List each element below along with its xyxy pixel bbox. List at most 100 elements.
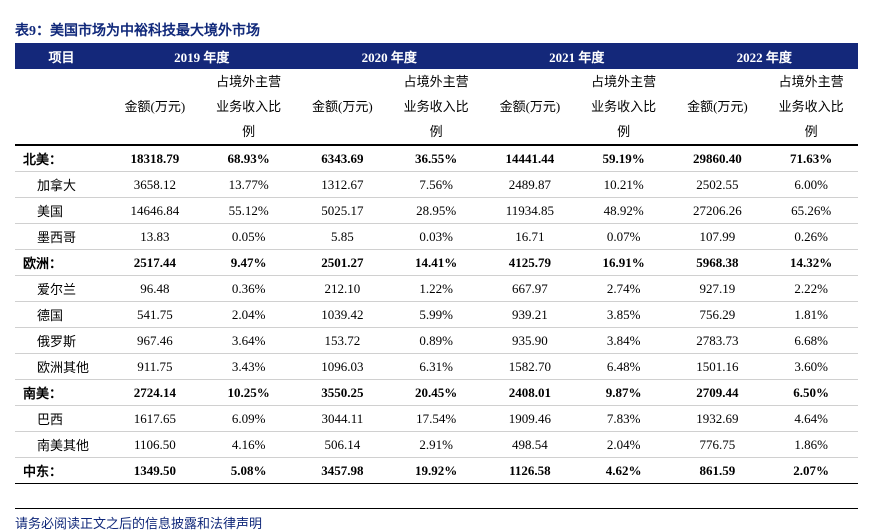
subheader-line: 例 <box>804 124 818 139</box>
subheader-line: 占境外主营 <box>778 74 844 89</box>
table-cell: 1909.46 <box>483 405 577 432</box>
table-cell: 48.92% <box>576 197 671 224</box>
page: {"title":"表9：美国市场为中裕科技最大境外市场", "header":… <box>15 24 859 531</box>
table-cell: 861.59 <box>670 457 765 484</box>
table-cell: 欧洲： <box>15 249 108 276</box>
table-title: 表9：美国市场为中裕科技最大境外市场 <box>15 24 260 39</box>
table-cell: 1617.65 <box>108 405 202 432</box>
table-cell: 212.10 <box>295 275 390 302</box>
table-cell: 2.04% <box>576 431 671 458</box>
table-cell: 5.85 <box>295 223 390 250</box>
table-cell: 9.47% <box>201 249 296 276</box>
subheader-line: 业务收入比 <box>778 99 844 114</box>
table-row: 中东： 1349.50 5.08% 3457.98 19.92% 1126.58 4.62%… <box>15 457 859 484</box>
table-cell: 6.50% <box>764 379 859 406</box>
subheader-line: 例 <box>242 124 256 139</box>
table-cell: 2489.87 <box>483 171 577 198</box>
table-cell: 2501.27 <box>295 249 390 276</box>
table-cell: 17.54% <box>389 405 484 432</box>
table-cell: 1349.50 <box>108 457 202 484</box>
table-cell: 北美： <box>15 144 108 172</box>
table-cell: 3.84% <box>576 327 671 354</box>
table-cell: 2408.01 <box>483 379 577 406</box>
header-cell: 2021 年度 <box>483 43 671 69</box>
table-cell: 2.07% <box>764 457 859 484</box>
table-cell: 7.83% <box>576 405 671 432</box>
table-cell: 1.81% <box>764 301 859 328</box>
table-cell: 14646.84 <box>108 197 202 224</box>
subheader-cell: 占境外主营 业务收入比例 <box>576 69 671 146</box>
table-cell: 2724.14 <box>108 379 202 406</box>
table-cell: 1312.67 <box>295 171 390 198</box>
table-cell: 0.07% <box>576 223 671 250</box>
table-cell: 756.29 <box>670 301 765 328</box>
table-cell: 68.93% <box>201 144 296 172</box>
header-cell: 2022 年度 <box>670 43 859 69</box>
table-cell: 667.97 <box>483 275 577 302</box>
table-cell: 3658.12 <box>108 171 202 198</box>
table-cell: 4.62% <box>576 457 671 484</box>
subheader-line: 占境外主营 <box>591 74 657 89</box>
table-cell: 911.75 <box>108 353 202 380</box>
header-cell: 项目 <box>15 43 108 69</box>
table-row: 欧洲其他 911.75 3.43% 1096.03 6.31% 1582.70 6.48% 1… <box>15 353 859 380</box>
table-cell: 13.83 <box>108 223 202 250</box>
table-cell: 967.46 <box>108 327 202 354</box>
table-row: 南美： 2724.14 10.25% 3550.25 20.45% 2408.01 9.87… <box>15 379 859 406</box>
table-cell: 0.36% <box>201 275 296 302</box>
table-row: 加拿大 3658.12 13.77% 1312.67 7.56% 2489.87 10.21… <box>15 171 859 198</box>
table-cell: 2.22% <box>764 275 859 302</box>
table-cell: 6.00% <box>764 171 859 198</box>
table-cell: 6.31% <box>389 353 484 380</box>
table-cell: 南美其他 <box>15 431 108 458</box>
table-cell: 3.85% <box>576 301 671 328</box>
table-cell: 55.12% <box>201 197 296 224</box>
table-row: 南美其他 1106.50 4.16% 506.14 2.91% 498.54 2.04% 77… <box>15 431 859 458</box>
table-cell: 36.55% <box>389 144 484 172</box>
table-cell: 935.90 <box>483 327 577 354</box>
table-cell: 1501.16 <box>670 353 765 380</box>
table-cell: 927.19 <box>670 275 765 302</box>
table-cell: 4.16% <box>201 431 296 458</box>
table-cell: 2.91% <box>389 431 484 458</box>
table-cell: 6.09% <box>201 405 296 432</box>
table-cell: 14441.44 <box>483 144 577 172</box>
table-cell: 俄罗斯 <box>15 327 108 354</box>
subheader-cell: 金额(万元) <box>483 69 577 146</box>
table-cell: 5.08% <box>201 457 296 484</box>
table-row: 爱尔兰 96.48 0.36% 212.10 1.22% 667.97 2.74% 927.1… <box>15 275 859 302</box>
table-cell: 3457.98 <box>295 457 390 484</box>
table-row: 北美： 18318.79 68.93% 6343.69 36.55% 14441.44 59… <box>15 144 859 172</box>
table-cell: 107.99 <box>670 223 765 250</box>
subheader-row: 金额(万元) 占境外主营 业务收入比例金额(万元) 占境外主营 业务收入比例金额(万元)… <box>15 69 859 146</box>
table-cell: 4.64% <box>764 405 859 432</box>
table-cell: 1.22% <box>389 275 484 302</box>
table-cell: 506.14 <box>295 431 390 458</box>
table-cell: 墨西哥 <box>15 223 108 250</box>
subheader-line: 占境外主营 <box>216 74 282 89</box>
table-cell: 1932.69 <box>670 405 765 432</box>
subheader-cell: 金额(万元) <box>295 69 390 146</box>
table-cell: 欧洲其他 <box>15 353 108 380</box>
table-cell: 2709.44 <box>670 379 765 406</box>
table-cell: 1582.70 <box>483 353 577 380</box>
table-cell: 0.89% <box>389 327 484 354</box>
table-cell: 1106.50 <box>108 431 202 458</box>
table-cell: 14.32% <box>764 249 859 276</box>
table-cell: 498.54 <box>483 431 577 458</box>
table-cell: 4125.79 <box>483 249 577 276</box>
subheader-line: 例 <box>617 124 631 139</box>
table-cell: 5.99% <box>389 301 484 328</box>
table-row: 俄罗斯 967.46 3.64% 153.72 0.89% 935.90 3.84% 2783… <box>15 327 859 354</box>
table-cell: 1096.03 <box>295 353 390 380</box>
table-cell: 3.64% <box>201 327 296 354</box>
table-cell: 中东： <box>15 457 108 484</box>
subheader-line: 业务收入比 <box>403 99 469 114</box>
table-cell: 29860.40 <box>670 144 765 172</box>
footer: 请务必阅读正文之后的信息披露和法律声明 <box>15 508 858 532</box>
subheader-line: 例 <box>429 124 443 139</box>
table-cell: 16.71 <box>483 223 577 250</box>
table-cell: 18318.79 <box>108 144 202 172</box>
table-cell: 德国 <box>15 301 108 328</box>
table-cell: 541.75 <box>108 301 202 328</box>
